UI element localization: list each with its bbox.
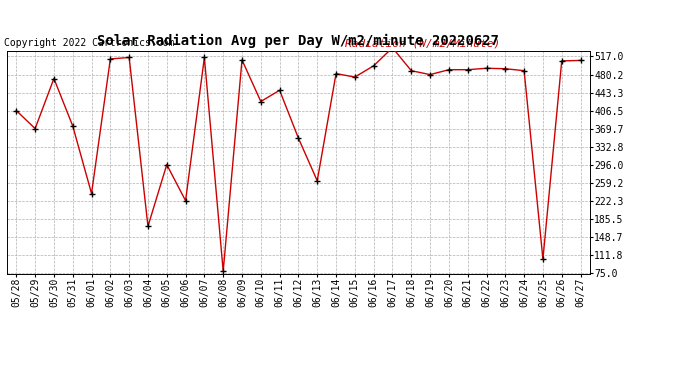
Title: Solar Radiation Avg per Day W/m2/minute 20220627: Solar Radiation Avg per Day W/m2/minute …: [97, 34, 500, 48]
Text: Radiation (W/m2/Minute): Radiation (W/m2/Minute): [345, 38, 500, 48]
Text: Copyright 2022 Cartronics.com: Copyright 2022 Cartronics.com: [4, 38, 175, 48]
